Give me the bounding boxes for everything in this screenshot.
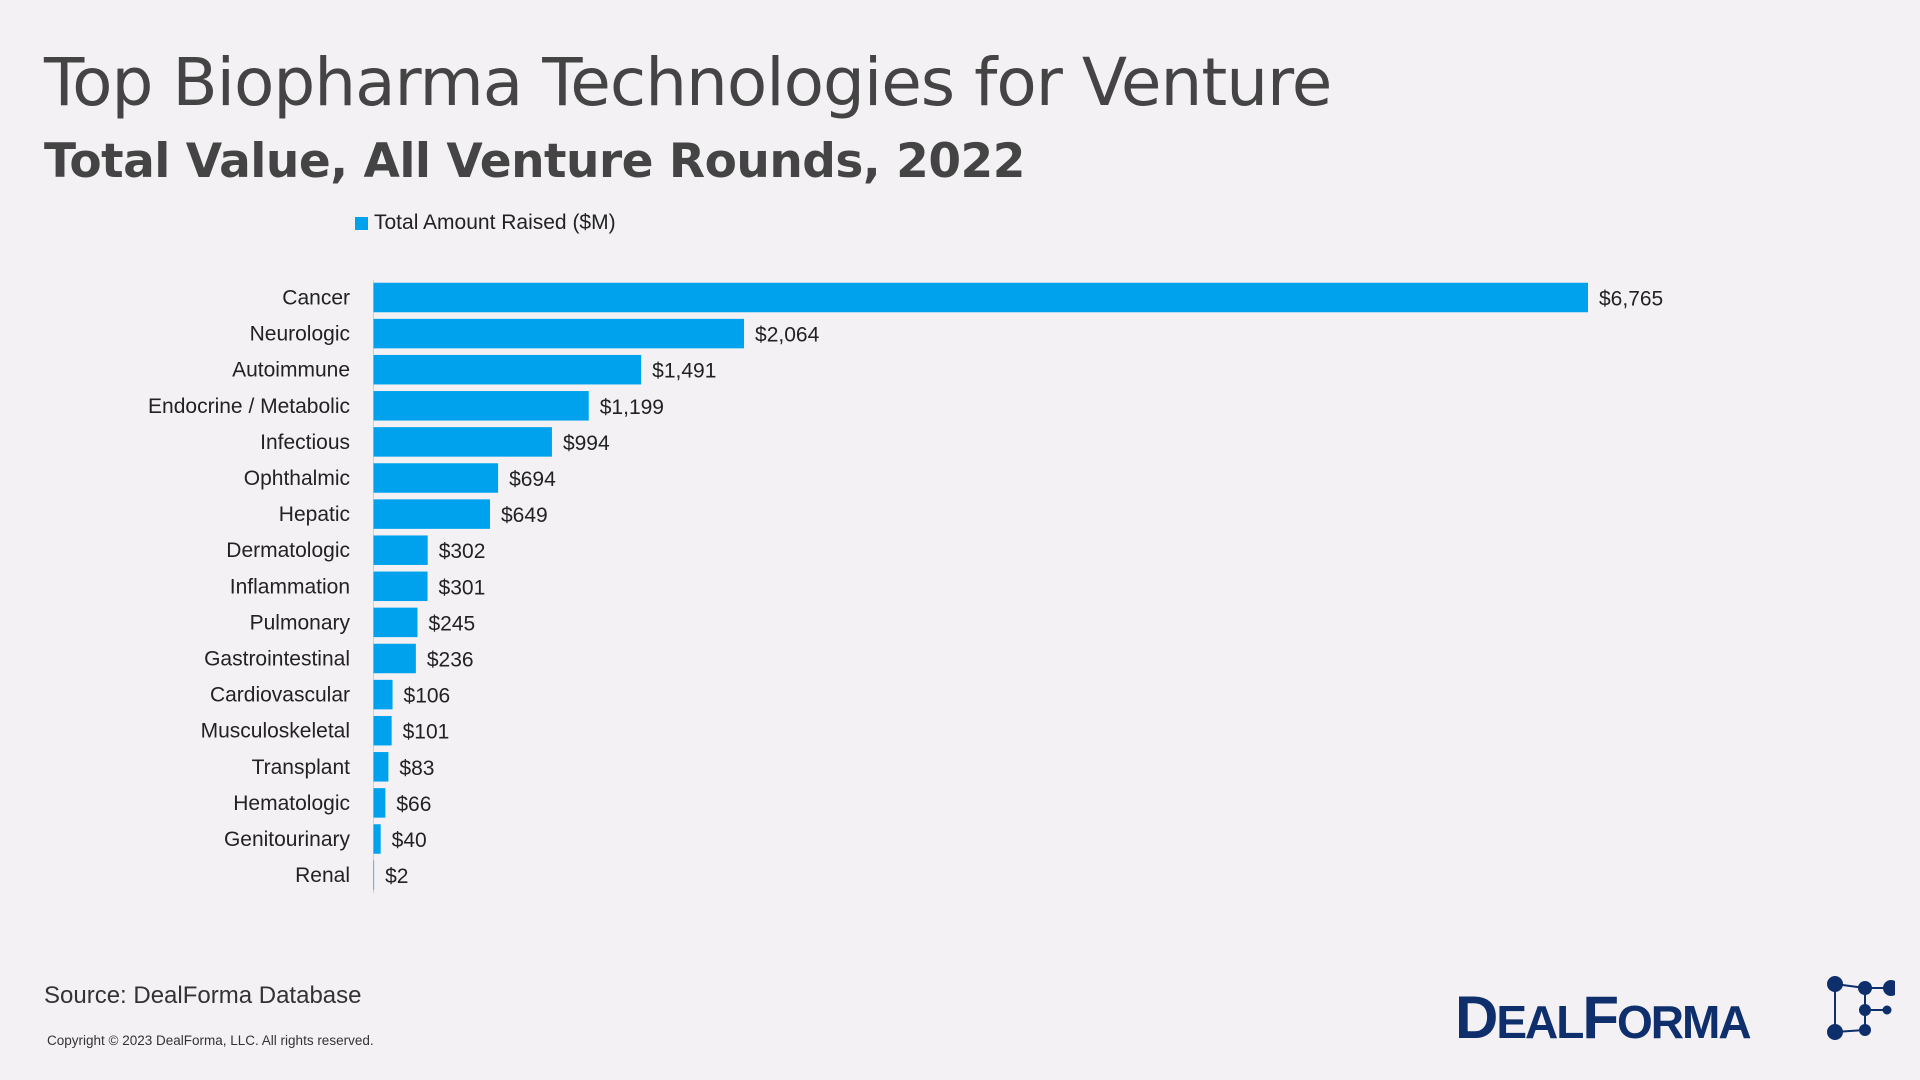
bar bbox=[373, 679, 393, 710]
source-note: Source: DealForma Database bbox=[44, 982, 362, 1009]
data-label: $40 bbox=[392, 829, 427, 852]
data-label: $106 bbox=[404, 685, 451, 708]
category-label: Hepatic bbox=[279, 503, 350, 526]
data-label: $2,064 bbox=[755, 324, 820, 347]
data-label: $994 bbox=[563, 432, 610, 455]
logo-molecule-icon bbox=[1827, 976, 1895, 1040]
category-label: Dermatologic bbox=[226, 539, 350, 562]
data-label: $302 bbox=[439, 540, 486, 563]
logo-text: DEALFORMA bbox=[1455, 984, 1750, 1051]
bar bbox=[373, 643, 416, 674]
category-label: Genitourinary bbox=[224, 828, 351, 851]
category-label: Renal bbox=[295, 864, 350, 887]
data-label: $649 bbox=[501, 504, 548, 527]
data-label: $694 bbox=[509, 468, 556, 491]
category-label: Cancer bbox=[282, 287, 350, 310]
data-label: $301 bbox=[439, 576, 486, 599]
bar bbox=[373, 824, 381, 854]
bar bbox=[373, 427, 552, 457]
bar bbox=[373, 715, 392, 746]
legend: Total Amount Raised ($M) bbox=[355, 211, 616, 235]
bar bbox=[373, 318, 745, 349]
data-label: $2 bbox=[385, 865, 408, 888]
category-label: Autoimmune bbox=[232, 359, 350, 382]
bar-chart: Cancer $6,765 Neurologic $2,064 Autoimmune $1… bbox=[148, 279, 1663, 893]
bar bbox=[373, 860, 375, 890]
bar bbox=[373, 499, 491, 529]
data-label: $1,199 bbox=[600, 396, 664, 419]
data-label: $245 bbox=[428, 612, 475, 635]
category-label: Musculoskeletal bbox=[201, 720, 350, 743]
bar bbox=[373, 354, 642, 385]
data-label: $83 bbox=[399, 757, 434, 780]
data-label: $6,765 bbox=[1599, 288, 1663, 311]
category-label: Endocrine / Metabolic bbox=[148, 395, 350, 418]
category-label: Pulmonary bbox=[250, 611, 351, 634]
bar bbox=[373, 282, 1588, 313]
category-label: Cardiovascular bbox=[210, 684, 350, 707]
category-label: Transplant bbox=[252, 756, 351, 779]
bar bbox=[373, 571, 428, 602]
bar bbox=[373, 535, 428, 565]
legend-label: Total Amount Raised ($M) bbox=[374, 211, 616, 234]
data-label: $66 bbox=[396, 793, 431, 816]
data-label: $1,491 bbox=[652, 360, 716, 383]
bar bbox=[373, 788, 386, 818]
chart-subtitle: Total Value, All Venture Rounds, 2022 bbox=[44, 134, 1025, 189]
category-label: Inflammation bbox=[230, 575, 350, 598]
category-label: Neurologic bbox=[250, 323, 350, 346]
dealforma-logo: DEALFORMA bbox=[1455, 976, 1895, 1051]
category-label: Gastrointestinal bbox=[204, 648, 350, 671]
legend-swatch bbox=[355, 216, 368, 230]
chart-title: Top Biopharma Technologies for Venture bbox=[44, 44, 1332, 121]
data-label: $236 bbox=[427, 649, 474, 672]
bar bbox=[373, 391, 589, 421]
category-label: Infectious bbox=[260, 431, 350, 454]
category-label: Ophthalmic bbox=[244, 467, 350, 490]
category-label: Hematologic bbox=[233, 792, 350, 815]
bar bbox=[373, 607, 418, 638]
data-label: $101 bbox=[403, 721, 450, 744]
copyright-note: Copyright © 2023 DealForma, LLC. All rig… bbox=[47, 1033, 374, 1048]
bar bbox=[373, 752, 389, 782]
bar bbox=[373, 463, 499, 493]
